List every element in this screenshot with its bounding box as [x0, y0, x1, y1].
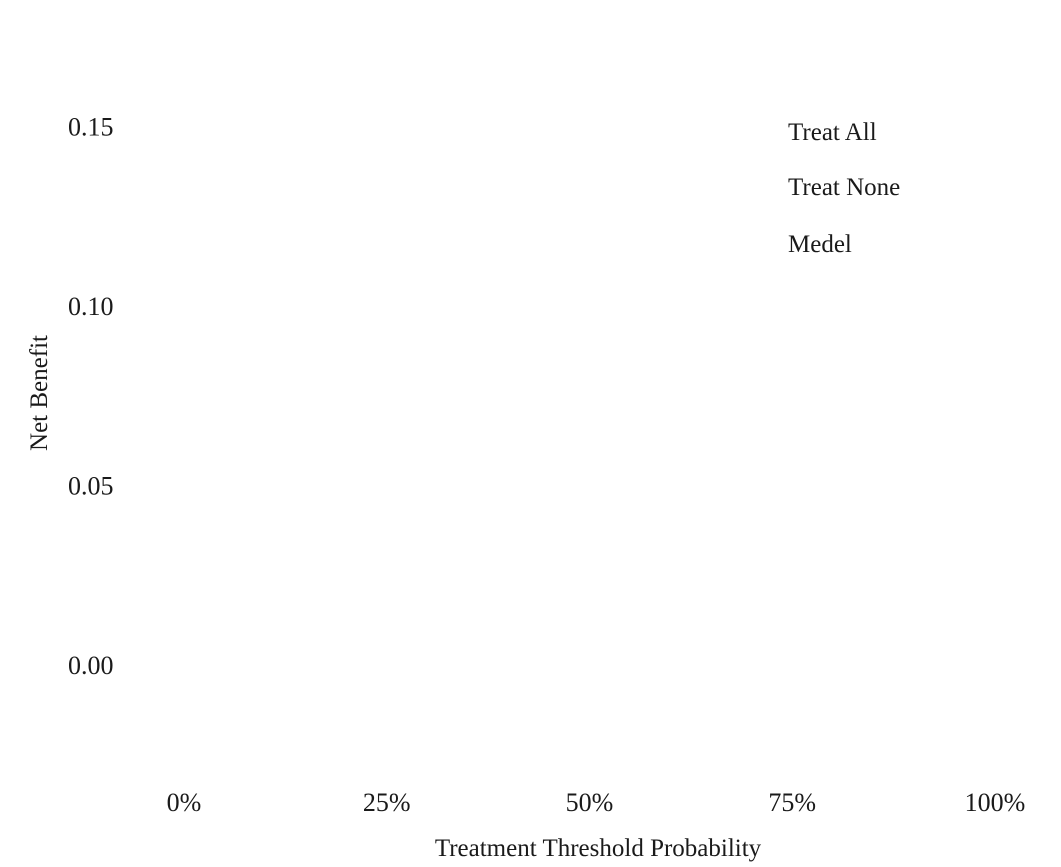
x-tick-label: 50%	[566, 788, 614, 817]
y-axis-ticks: 0.15 0.10 0.05 0.00	[68, 113, 114, 681]
legend-entry: Treat All	[788, 119, 877, 146]
x-tick-label: 75%	[768, 788, 816, 817]
x-axis-ticks: 0% 25% 50% 75% 100%	[167, 788, 1026, 817]
y-tick-label: 0.00	[68, 651, 114, 680]
y-tick-label: 0.10	[68, 292, 114, 321]
y-tick-label: 0.15	[68, 113, 114, 142]
y-axis-label: Net Benefit	[26, 335, 53, 451]
y-tick-label: 0.05	[68, 472, 114, 501]
legend-entry: Treat None	[788, 174, 900, 201]
x-tick-label: 25%	[363, 788, 411, 817]
x-tick-label: 100%	[965, 788, 1026, 817]
x-axis-label: Treatment Threshold Probability	[435, 835, 762, 862]
legend: Treat All Treat None Medel	[788, 119, 900, 258]
x-tick-label: 0%	[167, 788, 202, 817]
legend-entry: Medel	[788, 231, 852, 258]
